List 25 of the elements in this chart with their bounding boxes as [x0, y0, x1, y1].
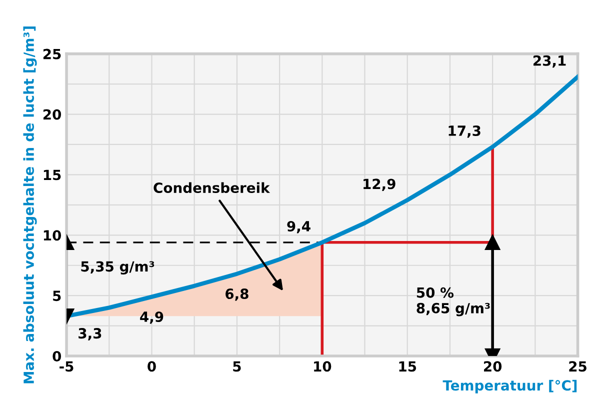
x-tick-label: 0 — [148, 361, 156, 372]
y-tick-label: 25 — [43, 48, 61, 60]
y-axis-title: Max. absoluut vochtgehalte in de lucht [g/m³] — [23, 26, 37, 384]
y-tick-label: 10 — [44, 230, 62, 241]
annotation: Condensbereik — [154, 182, 270, 194]
x-tick-label: 5 — [233, 361, 241, 372]
x-tick-label: -5 — [60, 361, 74, 372]
x-tick-label: 15 — [399, 361, 416, 372]
data-label: 17,3 — [448, 125, 480, 138]
y-tick-label: 20 — [43, 109, 62, 120]
data-label: 9,4 — [287, 221, 310, 234]
x-tick-label: 10 — [314, 361, 332, 372]
x-tick-label: 25 — [569, 361, 586, 372]
data-label: 23,1 — [533, 55, 566, 68]
y-tick-label: 5 — [53, 290, 61, 302]
x-tick-label: 20 — [484, 361, 502, 372]
data-label: 3,3 — [78, 328, 102, 340]
data-label: 4,9 — [140, 312, 164, 324]
y-tick-label: 15 — [44, 170, 61, 180]
data-label: 12,9 — [364, 178, 396, 191]
data-label: 6,8 — [226, 288, 248, 301]
y-tick-label: 0 — [52, 351, 62, 362]
x-axis-title: Temperatuur [°C] — [442, 380, 577, 394]
annotation: 5,35 g/m³ — [81, 261, 154, 275]
annotation: 50 % 8,65 g/m³ — [416, 287, 490, 316]
